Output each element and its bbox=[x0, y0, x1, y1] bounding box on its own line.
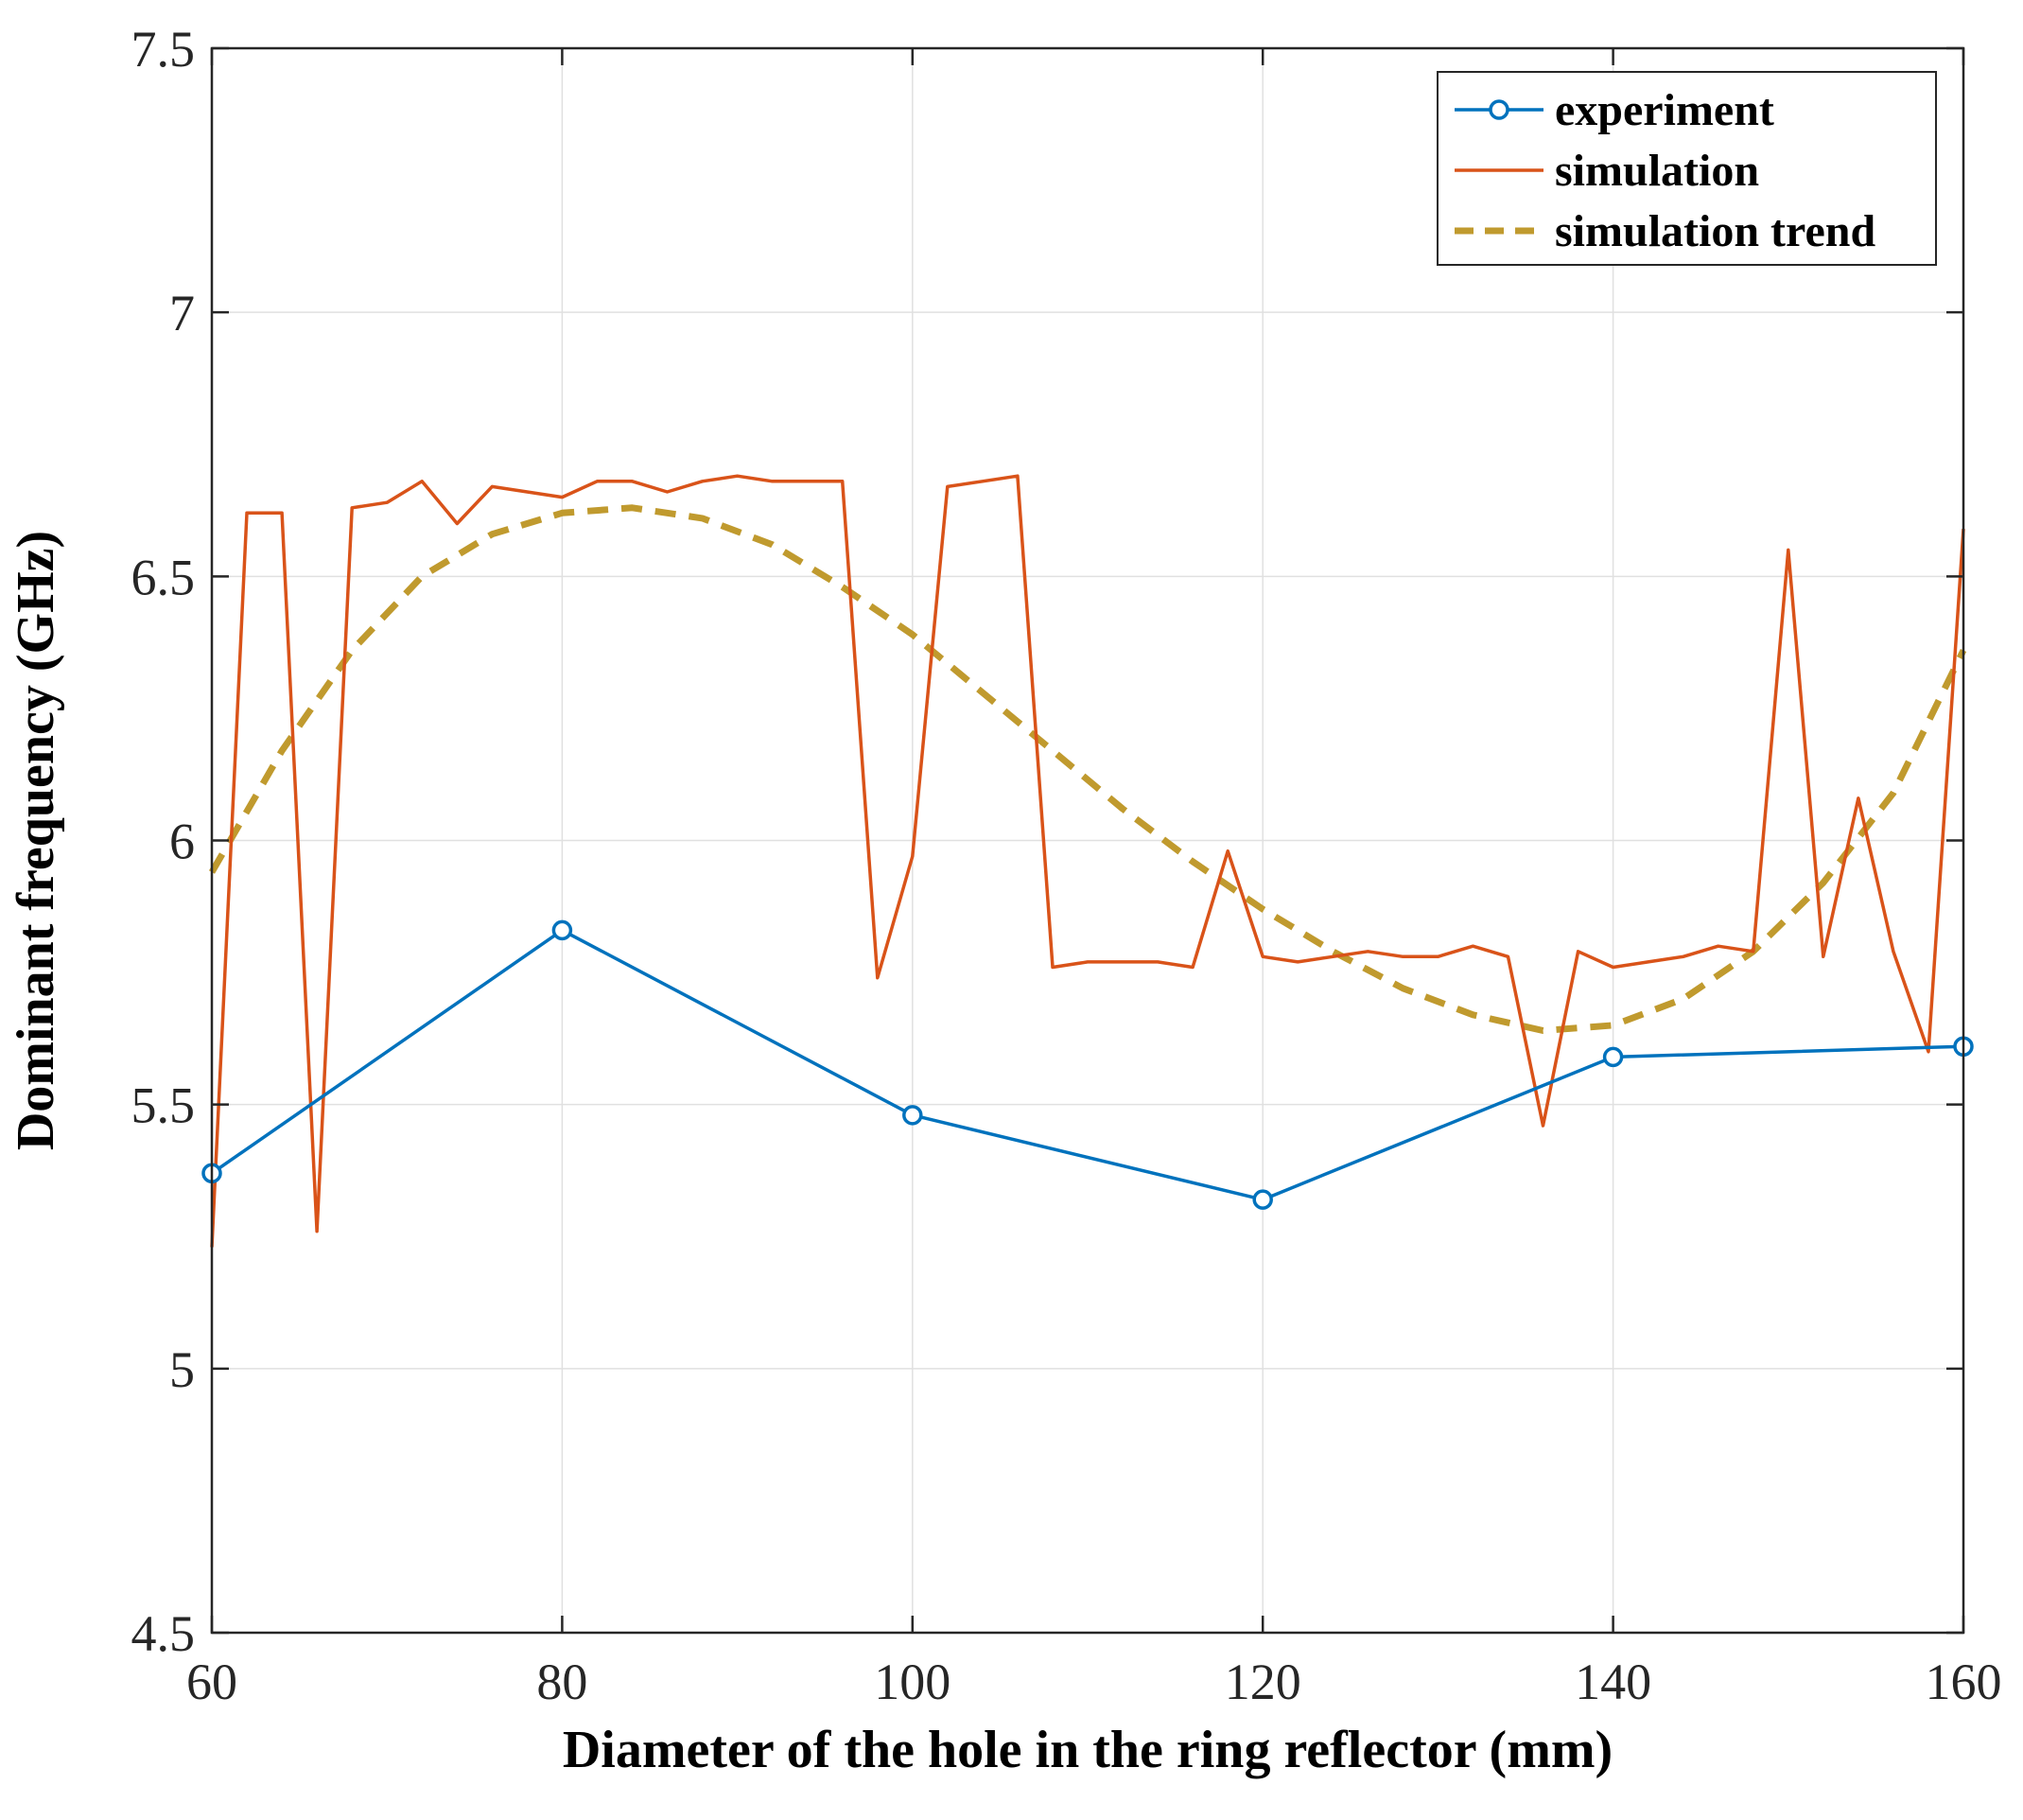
series-layer bbox=[201, 474, 1974, 1248]
x-axis-label: Diameter of the hole in the ring reflect… bbox=[563, 1721, 1613, 1779]
x-tick-label: 140 bbox=[1575, 1654, 1651, 1710]
x-tick-label: 120 bbox=[1225, 1654, 1301, 1710]
simulation-trend-line bbox=[208, 504, 1967, 1034]
experiment-point bbox=[551, 919, 573, 941]
legend-label-experiment: experiment bbox=[1555, 85, 1774, 135]
experiment-point bbox=[1602, 1046, 1624, 1068]
x-tick-label: 160 bbox=[1926, 1654, 2002, 1710]
legend-marker-experiment bbox=[1489, 99, 1509, 120]
x-tick-label: 80 bbox=[536, 1654, 587, 1710]
legend-label-simulation: simulation bbox=[1555, 146, 1759, 196]
experiment-point bbox=[902, 1105, 923, 1126]
y-tick-label: 4.5 bbox=[131, 1605, 196, 1662]
y-tick-label: 6 bbox=[169, 814, 195, 870]
legend: experiment simulation simulation trend bbox=[1437, 71, 1937, 266]
y-tick-label: 5 bbox=[169, 1341, 195, 1398]
y-tick-label: 6.5 bbox=[131, 549, 196, 605]
legend-label-simulation-trend: simulation trend bbox=[1555, 206, 1875, 256]
experiment-line bbox=[211, 928, 1964, 1201]
ticks: 60 80 100 120 140 160 4.5 5 5.5 6 6.5 7 7.5 bbox=[131, 21, 2002, 1710]
x-tick-label: 60 bbox=[186, 1654, 237, 1710]
y-tick-label: 5.5 bbox=[131, 1077, 196, 1134]
y-tick-label: 7.5 bbox=[131, 21, 196, 78]
y-axis-label: Dominant frequency (GHz) bbox=[7, 531, 65, 1150]
experiment-point bbox=[1252, 1189, 1273, 1210]
x-tick-label: 100 bbox=[874, 1654, 950, 1710]
simulation-line bbox=[210, 474, 1965, 1248]
y-tick-label: 7 bbox=[169, 285, 195, 341]
